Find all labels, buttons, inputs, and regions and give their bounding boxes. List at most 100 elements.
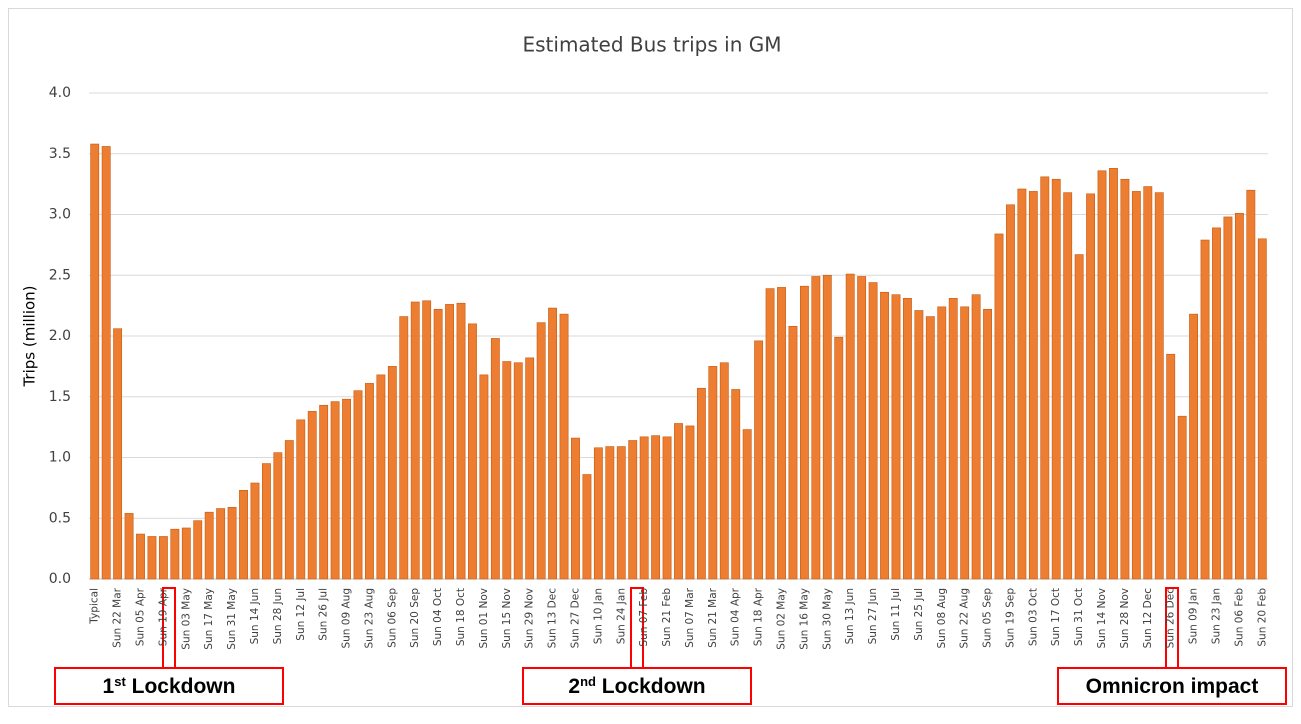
bar	[914, 310, 924, 580]
x-tick-label: Sun 15 Nov	[501, 588, 513, 649]
bar	[822, 274, 832, 580]
x-tick-label: Sun 05 Sep	[982, 588, 994, 648]
x-tick-label: Sun 06 Feb	[1233, 588, 1245, 647]
bar	[765, 288, 775, 580]
bar	[319, 404, 329, 580]
bar	[548, 307, 558, 580]
annotation-text: 2	[568, 675, 580, 698]
bar	[960, 306, 970, 580]
x-tick-label: Sun 29 Nov	[524, 588, 536, 649]
bar	[307, 411, 317, 580]
x-tick-label: Sun 10 Jan	[592, 588, 604, 644]
bar	[330, 401, 340, 580]
x-tick-label: Sun 22 Mar	[112, 587, 124, 648]
y-tick-label: 1.5	[49, 389, 71, 405]
bar	[605, 446, 615, 580]
x-tick-label: Sun 12 Jul	[295, 588, 307, 641]
annotation-box	[54, 667, 284, 705]
bar	[1200, 239, 1210, 580]
bar	[937, 306, 947, 580]
bar	[777, 287, 786, 580]
bar	[1234, 212, 1244, 580]
y-tick-label: 2.0	[49, 328, 71, 344]
bar	[525, 357, 535, 580]
bar	[593, 447, 603, 580]
highlights	[54, 587, 1287, 705]
bar	[731, 389, 741, 580]
x-tick-label: Sun 06 Sep	[386, 588, 398, 648]
bar	[136, 533, 145, 580]
bar	[1223, 216, 1233, 580]
x-tick-label: Sun 07 Feb	[638, 588, 650, 647]
bar	[296, 419, 306, 580]
bar	[857, 276, 867, 580]
bar	[456, 302, 466, 580]
y-axis-label: Trips (million)	[21, 285, 39, 387]
x-tick-label: Sun 30 May	[821, 588, 833, 650]
annotation-box	[1057, 667, 1287, 705]
bar	[742, 429, 752, 580]
bar	[1063, 192, 1073, 580]
x-tick-label: Sun 19 Apr	[157, 587, 169, 646]
x-tick-label: Sun 31 Oct	[1073, 588, 1085, 646]
x-tick-label: Sun 21 Mar	[707, 587, 719, 648]
bar	[903, 298, 912, 580]
x-tick-label: Sun 05 Apr	[135, 587, 147, 646]
bar	[662, 436, 672, 580]
x-tick-label: Sun 25 Jul	[913, 588, 925, 641]
y-tick-label: 2.5	[49, 267, 71, 283]
y-tick-label: 0.0	[49, 571, 71, 587]
y-tick-label: 3.0	[49, 207, 71, 223]
x-tick-label: Sun 14 Nov	[1096, 588, 1108, 649]
annotation-text: Lockdown	[126, 675, 236, 698]
bar	[754, 340, 764, 580]
bar	[1109, 168, 1118, 580]
bar	[433, 308, 443, 580]
bar	[1189, 313, 1199, 580]
bar	[227, 507, 237, 580]
x-tick-label: Sun 27 Dec	[569, 588, 581, 649]
bar	[1097, 170, 1107, 580]
x-tick-label: Sun 17 Oct	[1050, 588, 1062, 646]
bar	[628, 440, 638, 580]
annotation-text: Omnicron impact	[1086, 675, 1259, 698]
y-tick-label: 1.0	[49, 450, 71, 466]
bar	[479, 374, 489, 580]
bar	[204, 511, 214, 580]
annotation-text: Lockdown	[596, 675, 706, 698]
bar	[708, 366, 718, 580]
x-tick-label: Sun 04 Apr	[730, 587, 742, 646]
bar	[639, 436, 649, 580]
x-tick-label: Sun 01 Nov	[478, 588, 490, 649]
bar	[1120, 178, 1130, 580]
bar	[834, 336, 844, 580]
bar	[674, 423, 683, 580]
x-tick-label: Sun 28 Nov	[1119, 588, 1131, 649]
x-tick-label: Sun 26 Dec	[1165, 588, 1177, 649]
bar	[399, 316, 409, 580]
x-tick-label: Sun 16 May	[798, 588, 810, 650]
x-tick-label: Sun 14 Jun	[249, 588, 261, 644]
bar	[124, 513, 134, 580]
bar	[948, 298, 958, 580]
y-tick-label: 3.5	[49, 146, 71, 162]
x-tick-label: Sun 08 Aug	[936, 588, 948, 649]
bar	[582, 474, 592, 580]
bar	[1051, 178, 1061, 580]
annotation: 2nd Lockdown	[568, 674, 705, 699]
bar	[1177, 415, 1187, 580]
x-tick-label: Sun 11 Jul	[890, 588, 902, 641]
x-tick-label: Sun 24 Jan	[615, 588, 627, 644]
bar	[559, 313, 569, 580]
annotation-text: nd	[580, 674, 596, 689]
x-tick-label: Sun 03 Oct	[1027, 588, 1039, 646]
bar	[513, 362, 523, 580]
bar	[273, 452, 283, 580]
y-tick-label: 0.5	[49, 510, 71, 526]
bar	[158, 536, 168, 580]
bar	[1006, 204, 1015, 580]
bar	[719, 362, 729, 580]
bar	[445, 304, 454, 580]
bar	[685, 425, 695, 580]
bar	[1154, 192, 1164, 580]
